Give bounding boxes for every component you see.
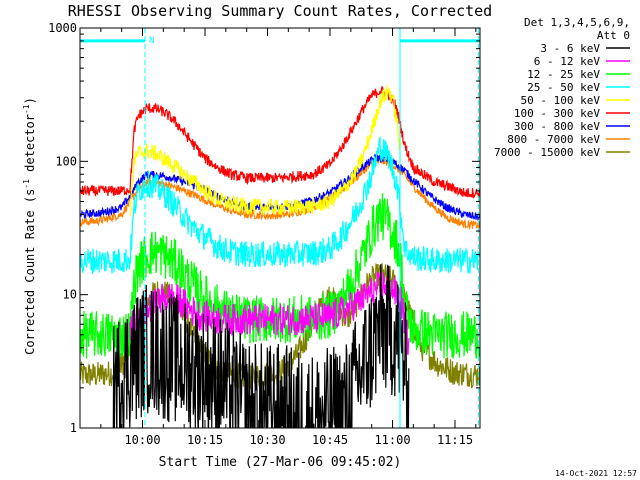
legend-label-8: 800 - 7000 keV [507, 133, 600, 146]
y-tick-label-4: 1000 [48, 21, 77, 35]
night-marker-label: N [149, 36, 154, 46]
y-tick-label-2: 10 [63, 288, 77, 302]
plot-frame [79, 27, 481, 429]
chart-title: RHESSI Observing Summary Count Rates, Co… [68, 2, 492, 20]
legend-header-line-2: Att 0 [597, 29, 630, 42]
series-line-1 [112, 264, 410, 428]
legend-header-line-1: Det 1,3,4,5,6,9, [524, 16, 630, 29]
x-tick-label-3: 10:30 [249, 433, 285, 447]
x-tick-label-2: 10:15 [187, 433, 223, 447]
y-axis-label-sup2: -1 [22, 104, 31, 114]
y-axis-label: Corrected Count Rate (s-1 detector-1) [22, 97, 37, 355]
plot-area: N 1 10 100 1000 10:00 10:15 10:30 10:45 11:00 11:1… [48, 21, 481, 447]
timestamp: 14-Oct-2021 12:57 [555, 469, 637, 478]
legend-label-5: 50 - 100 keV [521, 94, 601, 107]
legend-label-2: 6 - 12 keV [534, 55, 601, 68]
x-tick-label-1: 10:00 [124, 433, 160, 447]
legend-label-1: 3 - 6 keV [540, 42, 600, 55]
series-line-6 [80, 85, 480, 199]
y-tick-label-1: 1 [70, 421, 77, 435]
legend-label-6: 100 - 300 keV [514, 107, 600, 120]
y-axis-label-mid: detector [23, 114, 37, 179]
x-tick-label-6: 11:15 [437, 433, 473, 447]
y-axis-label-main: Corrected Count Rate (s [23, 189, 37, 355]
series-line-5 [129, 85, 402, 217]
series-group [80, 85, 480, 428]
x-tick-label-4: 10:45 [312, 433, 348, 447]
legend-label-7: 300 - 800 keV [514, 120, 600, 133]
legend-label-3: 12 - 25 keV [527, 68, 600, 81]
y-axis-label-sup1: -1 [22, 179, 31, 189]
y-tick-label-3: 100 [55, 154, 77, 168]
x-tick-label-5: 11:00 [374, 433, 410, 447]
series-line-8 [80, 156, 480, 231]
y-axis-label-end: ) [23, 97, 37, 104]
legend-label-4: 25 - 50 keV [527, 81, 600, 94]
legend-label-9: 7000 - 15000 keV [494, 146, 600, 159]
x-axis-label: Start Time (27-Mar-06 09:45:02) [159, 455, 402, 470]
series-line-4 [80, 136, 480, 274]
